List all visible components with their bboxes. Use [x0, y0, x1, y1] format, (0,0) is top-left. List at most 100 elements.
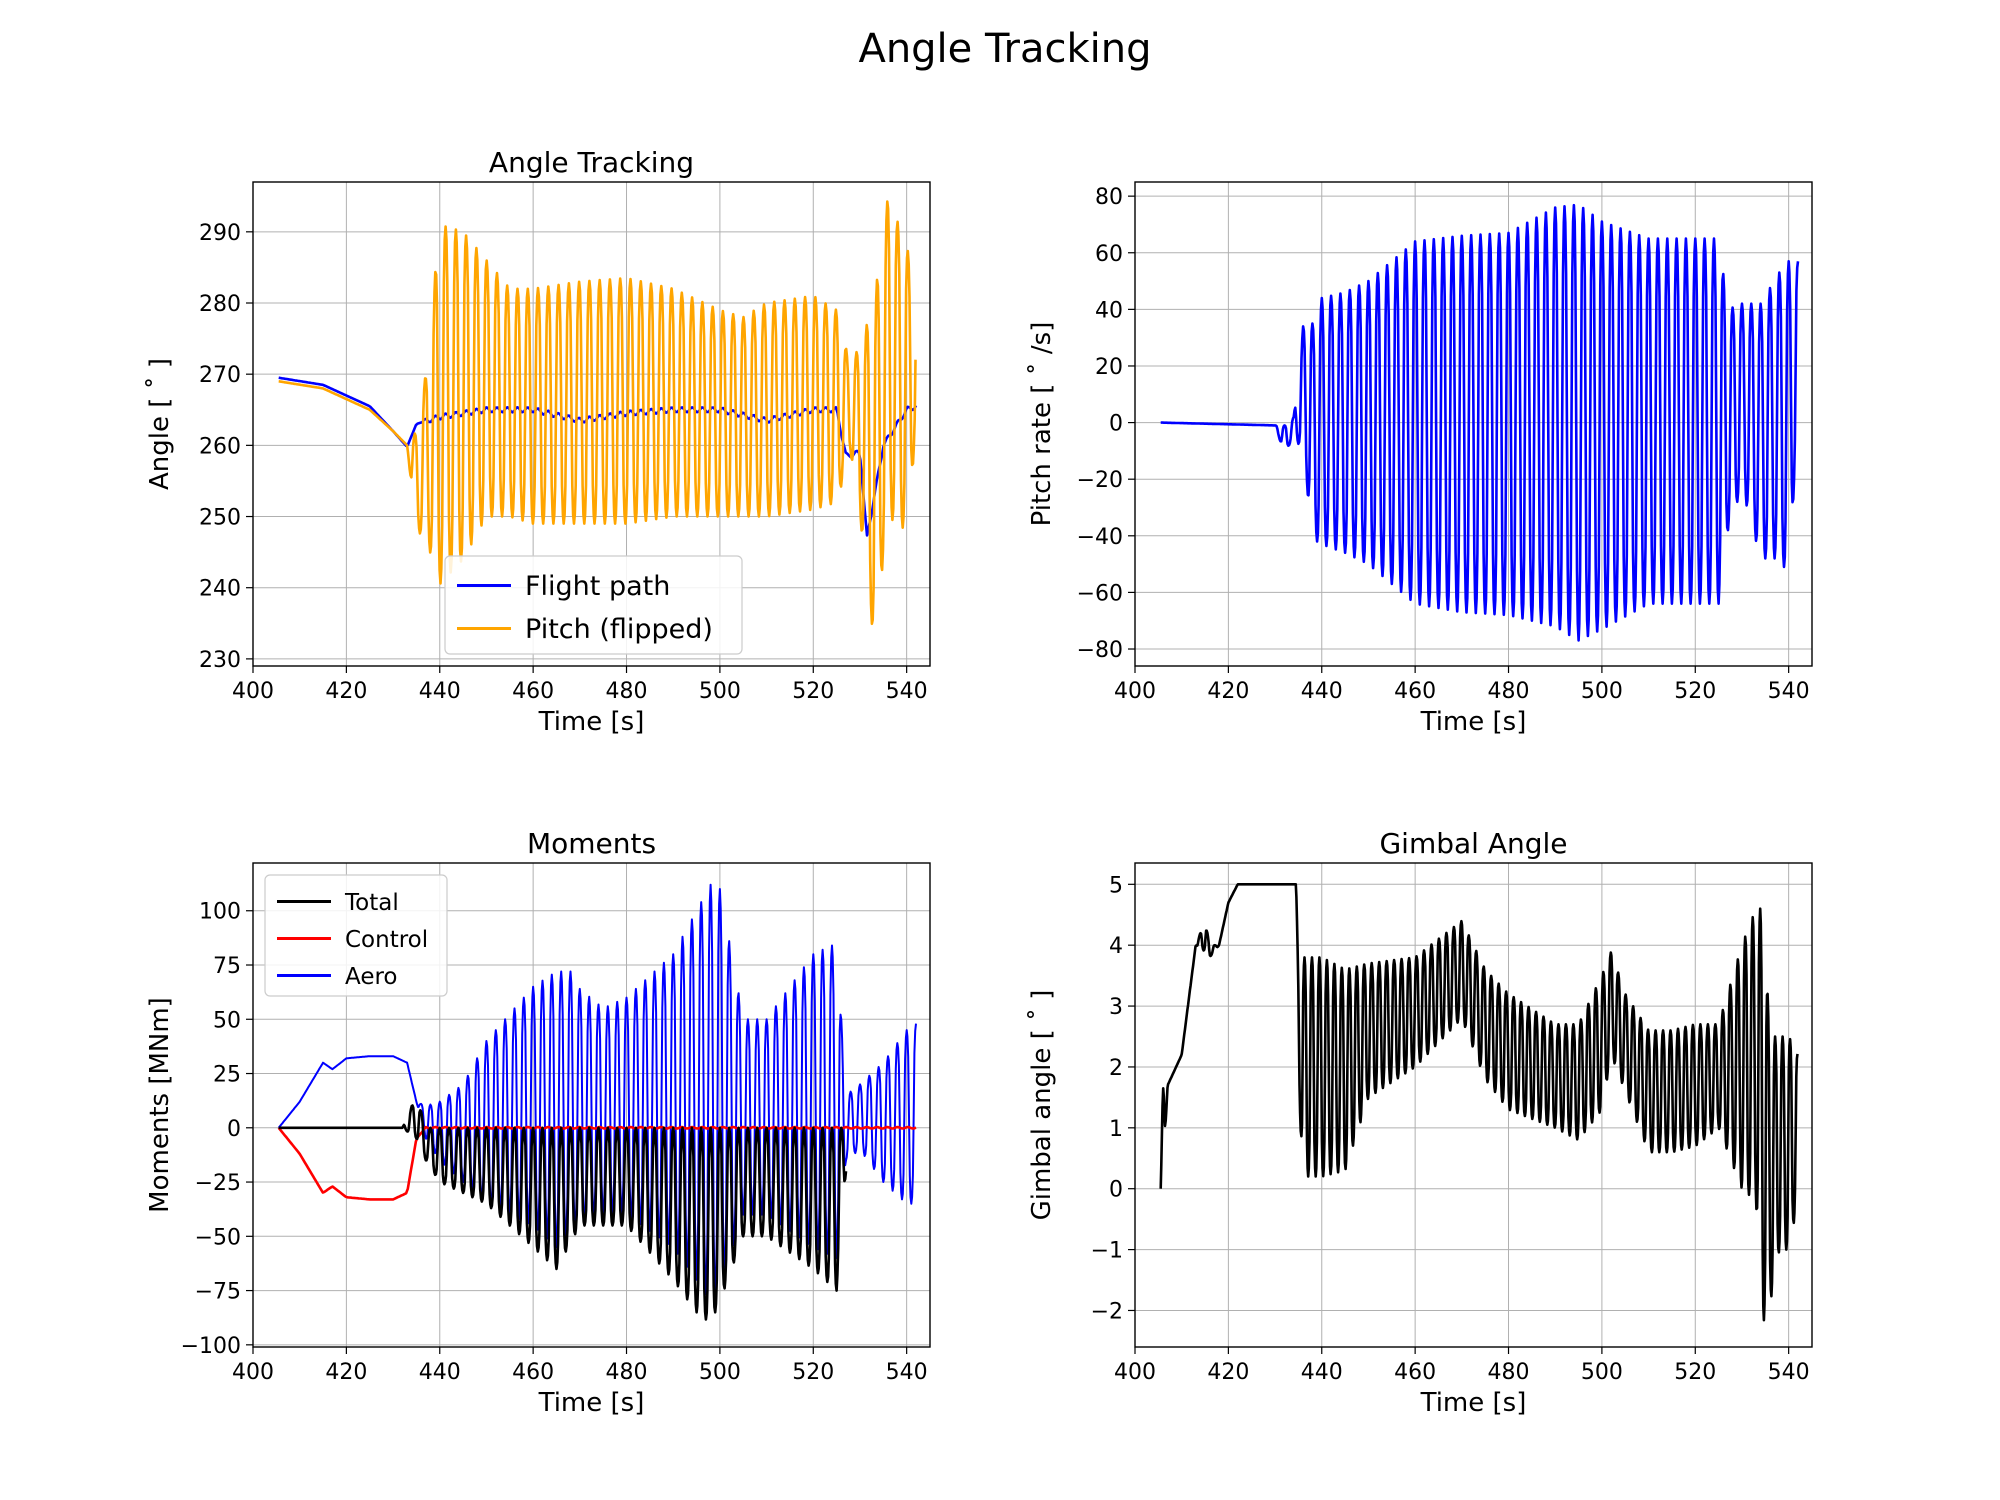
y-tick-label: 40	[1095, 298, 1123, 323]
x-tick-label: 540	[1768, 679, 1810, 704]
series-line-data	[1160, 203, 1800, 642]
axes-frame	[1134, 181, 1813, 667]
axes-frame	[252, 862, 931, 1348]
y-tick-label: −80	[1077, 638, 1123, 663]
y-tick-label: −100	[181, 1334, 241, 1359]
x-tick-label: 540	[886, 1360, 928, 1385]
series-line-data	[1159, 883, 1799, 1322]
y-tick-label: −25	[195, 1171, 241, 1196]
x-tick-label: 520	[792, 679, 834, 704]
series-line-pitch-flipped-	[278, 200, 917, 626]
y-tick-label: 20	[1095, 355, 1123, 380]
y-tick-label: 0	[1109, 1178, 1123, 1203]
x-tick-label: 480	[606, 679, 648, 704]
axes-frame	[252, 181, 931, 667]
gimbal-angle-subplot: 400 420 440 460 480 500 520 540 −2 −1 0 1 2 3 4 5 Gimbal…	[1027, 827, 1813, 1418]
legend-label: Pitch (flipped)	[525, 614, 713, 645]
y-tick-label: 50	[213, 1008, 241, 1033]
subplot-title: Moments	[527, 827, 656, 860]
x-tick-label: 480	[1488, 679, 1530, 704]
x-tick-label: 500	[699, 679, 741, 704]
x-axis-label: Time [s]	[1420, 707, 1527, 737]
legend: Total Control Aero	[264, 874, 448, 997]
x-tick-label: 500	[1581, 1360, 1623, 1385]
x-tick-label: 400	[232, 1360, 274, 1385]
x-tick-label: 440	[1301, 679, 1343, 704]
y-tick-label: 260	[199, 434, 241, 459]
y-tick-label: 230	[199, 648, 241, 673]
x-tick-label: 420	[325, 679, 367, 704]
y-tick-label: −20	[1077, 468, 1123, 493]
x-tick-label: 480	[606, 1360, 648, 1385]
y-axis-label: Pitch rate [ ˚ /s]	[1027, 322, 1057, 527]
x-tick-label: 540	[1768, 1360, 1810, 1385]
x-tick-label: 420	[1207, 1360, 1249, 1385]
x-tick-label: 500	[1581, 679, 1623, 704]
subplot-title: Gimbal Angle	[1379, 827, 1567, 860]
y-tick-label: 270	[199, 363, 241, 388]
x-tick-label: 520	[1674, 1360, 1716, 1385]
y-tick-label: 1	[1109, 1117, 1123, 1142]
subplot-title: Angle Tracking	[489, 146, 694, 179]
y-tick-label: 290	[199, 221, 241, 246]
x-tick-label: 420	[325, 1360, 367, 1385]
y-tick-label: 240	[199, 577, 241, 602]
x-tick-label: 460	[1394, 1360, 1436, 1385]
y-tick-label: 0	[1109, 412, 1123, 437]
figure-suptitle: Angle Tracking	[858, 26, 1151, 72]
legend-label: Total	[344, 890, 399, 916]
y-tick-label: −60	[1077, 581, 1123, 606]
y-tick-label: −50	[195, 1225, 241, 1250]
x-tick-label: 400	[1114, 679, 1156, 704]
y-tick-label: 4	[1109, 934, 1123, 959]
y-tick-label: 75	[213, 954, 241, 979]
x-tick-label: 440	[419, 679, 461, 704]
pitch-rate-subplot: 400 420 440 460 480 500 520 540 −80 −60 −40 −20 0 20 4…	[1027, 181, 1813, 737]
x-tick-label: 400	[1114, 1360, 1156, 1385]
x-tick-label: 440	[1301, 1360, 1343, 1385]
y-tick-label: 0	[227, 1117, 241, 1142]
x-tick-label: 420	[1207, 679, 1249, 704]
pitch-rate-plot-area	[1160, 203, 1800, 642]
y-axis-label: Angle [ ˚ ]	[145, 358, 175, 490]
y-tick-label: 100	[199, 900, 241, 925]
x-tick-label: 460	[1394, 679, 1436, 704]
x-tick-label: 500	[699, 1360, 741, 1385]
moments-subplot: 400 420 440 460 480 500 520 540 −100 −75 −50 −25 0 25…	[145, 827, 931, 1418]
x-tick-label: 460	[512, 679, 554, 704]
gimbal-angle-plot-area	[1159, 883, 1799, 1322]
legend-label: Flight path	[525, 571, 670, 602]
axes-frame	[1134, 862, 1813, 1348]
x-axis-label: Time [s]	[1420, 1388, 1527, 1418]
legend-label: Control	[345, 927, 428, 953]
x-tick-label: 460	[512, 1360, 554, 1385]
y-tick-label: −75	[195, 1280, 241, 1305]
x-tick-label: 400	[232, 679, 274, 704]
series-line-total	[278, 1104, 848, 1321]
x-tick-label: 480	[1488, 1360, 1530, 1385]
legend: Flight path Pitch (flipped)	[444, 555, 743, 655]
y-tick-label: 3	[1109, 995, 1123, 1020]
y-tick-label: −1	[1091, 1239, 1123, 1264]
x-tick-label: 520	[792, 1360, 834, 1385]
x-axis-label: Time [s]	[538, 1388, 645, 1418]
angle-tracking-plot-area	[278, 200, 918, 626]
x-tick-label: 540	[886, 679, 928, 704]
y-tick-label: 2	[1109, 1056, 1123, 1081]
x-axis-label: Time [s]	[538, 707, 645, 737]
moments-plot-area	[277, 883, 917, 1321]
legend-label: Aero	[345, 964, 398, 990]
y-tick-label: 250	[199, 506, 241, 531]
y-tick-label: 25	[213, 1063, 241, 1088]
y-tick-label: 5	[1109, 873, 1123, 898]
y-tick-label: −2	[1091, 1299, 1123, 1324]
y-tick-label: 60	[1095, 242, 1123, 267]
y-axis-label: Gimbal angle [ ˚ ]	[1027, 990, 1057, 1221]
subplots: 400 420 440 460 480 500 520 5402302402502602702…	[145, 146, 1813, 1418]
angle-tracking-subplot: 400 420 440 460 480 500 520 540 230 240 250 260 270 2…	[145, 146, 931, 737]
y-tick-label: 80	[1095, 185, 1123, 210]
x-tick-label: 440	[419, 1360, 461, 1385]
y-axis-label: Moments [MNm]	[145, 997, 175, 1213]
y-tick-label: −40	[1077, 525, 1123, 550]
